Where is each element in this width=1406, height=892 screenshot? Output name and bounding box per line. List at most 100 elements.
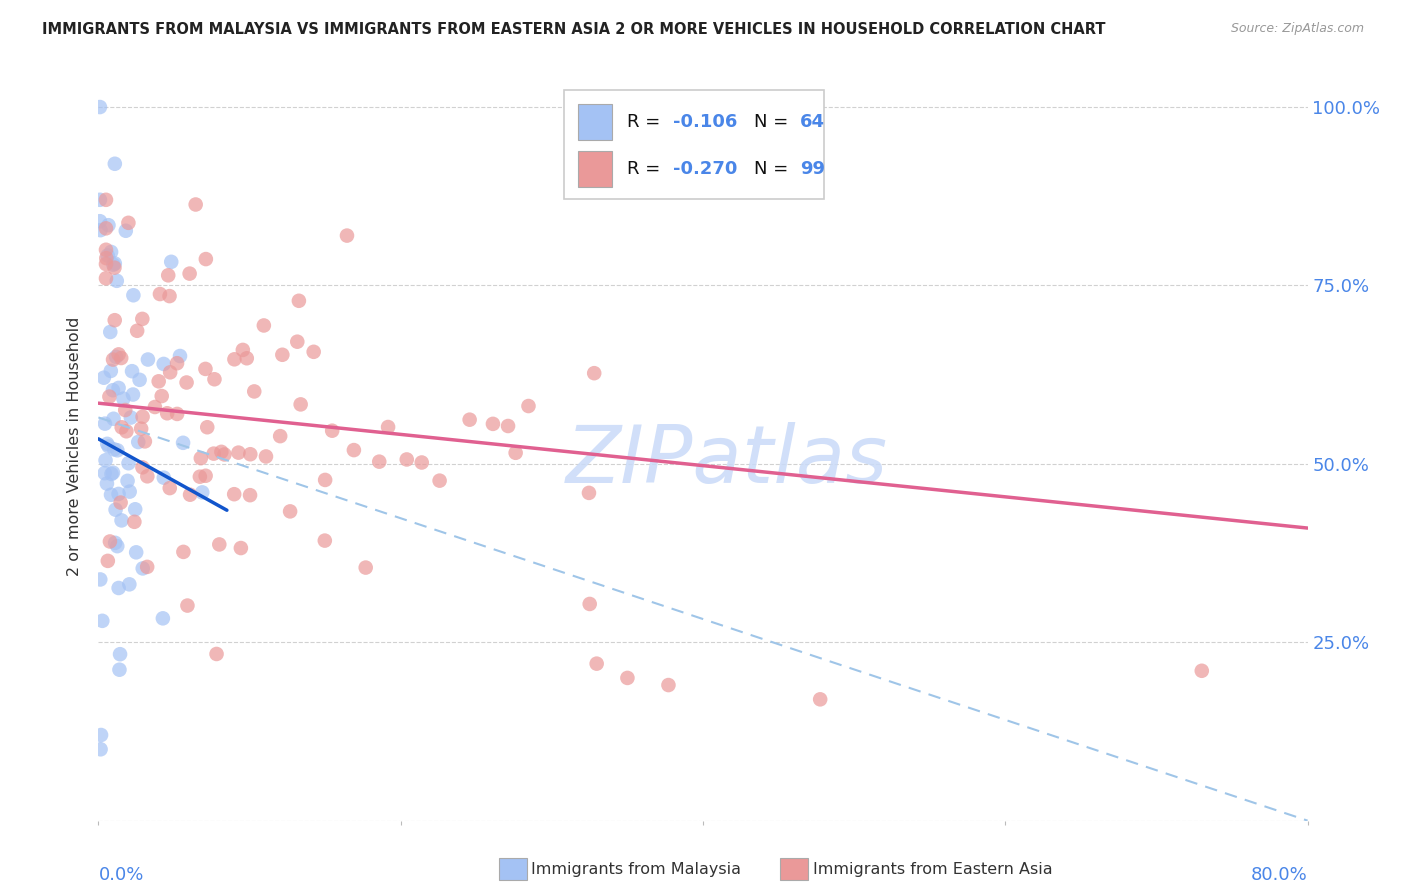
Point <box>239 447 262 461</box>
Point <box>191 485 214 500</box>
Point <box>302 344 325 359</box>
Point <box>429 474 451 488</box>
Text: -0.270: -0.270 <box>672 160 737 178</box>
Point <box>97 554 120 568</box>
Text: R =: R = <box>627 160 666 178</box>
Point <box>254 450 277 464</box>
Point <box>285 334 308 349</box>
Point <box>411 456 433 470</box>
Point <box>232 343 254 357</box>
Point <box>143 400 166 414</box>
Point <box>121 364 143 378</box>
Point <box>1191 664 1213 678</box>
Point <box>98 390 121 404</box>
Point <box>104 256 127 270</box>
Point <box>124 515 146 529</box>
Point <box>184 197 207 211</box>
Point <box>94 271 117 285</box>
Point <box>100 364 122 378</box>
Point <box>127 435 149 450</box>
Point <box>314 533 336 548</box>
Point <box>101 352 124 367</box>
Point <box>110 513 132 527</box>
Point <box>159 481 181 495</box>
Point <box>129 422 152 436</box>
Point <box>321 424 343 438</box>
Point <box>159 289 181 303</box>
Text: Immigrants from Malaysia: Immigrants from Malaysia <box>531 863 741 877</box>
Point <box>107 487 129 501</box>
Point <box>114 224 136 238</box>
Point <box>105 539 128 553</box>
Point <box>229 541 252 555</box>
Point <box>89 223 111 237</box>
Bar <box>578 103 613 139</box>
Text: 99: 99 <box>800 160 825 178</box>
Point <box>195 420 218 434</box>
Point <box>224 352 246 367</box>
Point <box>97 439 120 453</box>
Point <box>156 406 179 420</box>
Point <box>153 470 176 484</box>
Point <box>118 577 141 591</box>
Point <box>96 476 118 491</box>
Point <box>108 647 131 661</box>
Point <box>505 446 527 460</box>
Point <box>271 348 294 362</box>
Point <box>176 376 198 390</box>
Point <box>148 374 170 388</box>
Point <box>98 534 121 549</box>
Point <box>117 474 139 488</box>
Point <box>104 313 127 327</box>
Point <box>93 466 115 480</box>
Text: 64: 64 <box>800 112 825 130</box>
Bar <box>578 151 613 186</box>
Point <box>120 410 142 425</box>
Text: Source: ZipAtlas.com: Source: ZipAtlas.com <box>1230 22 1364 36</box>
Point <box>269 429 291 443</box>
Point <box>243 384 266 399</box>
Text: -0.106: -0.106 <box>672 112 737 130</box>
Point <box>253 318 276 333</box>
Point <box>176 599 198 613</box>
Point <box>98 325 121 339</box>
Point <box>114 403 136 417</box>
Text: Immigrants from Eastern Asia: Immigrants from Eastern Asia <box>813 863 1052 877</box>
Point <box>343 443 366 458</box>
Point <box>166 356 188 370</box>
Point <box>105 274 128 288</box>
Point <box>131 312 153 326</box>
Point <box>103 442 125 457</box>
Point <box>808 692 831 706</box>
Point <box>108 663 131 677</box>
Point <box>110 351 132 365</box>
Point <box>91 614 114 628</box>
Point <box>96 437 118 451</box>
Point <box>395 452 418 467</box>
Point <box>458 412 481 426</box>
Point <box>103 260 125 275</box>
Point <box>97 218 120 232</box>
Point <box>616 671 638 685</box>
Point <box>179 267 201 281</box>
Point <box>131 409 153 424</box>
Point <box>169 349 191 363</box>
Point <box>104 536 127 550</box>
Point <box>117 456 139 470</box>
Point <box>89 214 111 228</box>
Point <box>89 193 111 207</box>
Point <box>105 443 128 458</box>
Point <box>125 545 148 559</box>
Point <box>496 419 519 434</box>
Point <box>122 387 145 401</box>
Point <box>115 424 138 438</box>
Point <box>585 657 607 671</box>
Point <box>188 469 211 483</box>
Point <box>157 268 180 283</box>
Point <box>97 248 120 262</box>
Point <box>166 407 188 421</box>
Point <box>208 537 231 551</box>
Point <box>100 488 122 502</box>
Point <box>578 597 600 611</box>
Point <box>94 221 117 235</box>
